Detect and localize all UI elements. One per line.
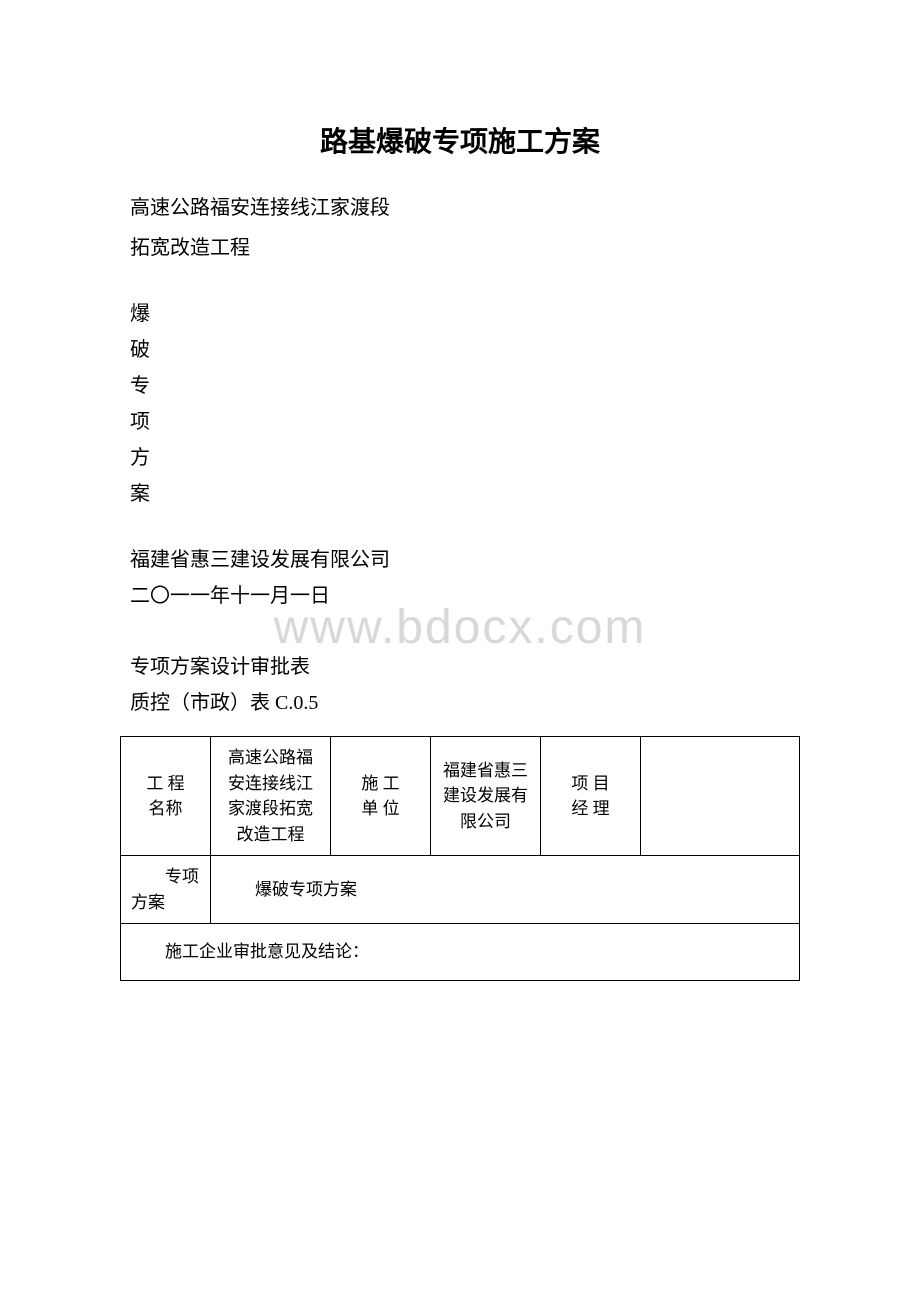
- subtitle-line-1: 高速公路福安连接线江家渡段: [120, 190, 800, 226]
- form-number: 质控（市政）表 C.0.5: [120, 685, 800, 721]
- document-content: 路基爆破专项施工方案 高速公路福安连接线江家渡段 拓宽改造工程 爆 破 专 项 …: [120, 120, 800, 981]
- vertical-char: 专: [120, 368, 800, 404]
- table-row: 施工企业审批意见及结论：: [121, 924, 800, 981]
- construction-unit-label: 施 工 单 位: [331, 737, 431, 856]
- subtitle-line-2: 拓宽改造工程: [120, 230, 800, 266]
- project-name-label: 工 程 名称: [121, 737, 211, 856]
- table-row: 专项方案 爆破专项方案: [121, 856, 800, 924]
- section-title: 专项方案设计审批表: [120, 649, 800, 685]
- project-manager-value: [641, 737, 800, 856]
- project-manager-label: 项 目 经 理: [541, 737, 641, 856]
- approval-table: 工 程 名称 高速公路福安连接线江家渡段拓宽改造工程 施 工 单 位 福建省惠三…: [120, 736, 800, 981]
- vertical-char: 爆: [120, 296, 800, 332]
- vertical-char: 破: [120, 332, 800, 368]
- vertical-char: 案: [120, 476, 800, 512]
- vertical-char: 方: [120, 440, 800, 476]
- vertical-title-section: 爆 破 专 项 方 案: [120, 296, 800, 512]
- table-row: 工 程 名称 高速公路福安连接线江家渡段拓宽改造工程 施 工 单 位 福建省惠三…: [121, 737, 800, 856]
- project-name-value: 高速公路福安连接线江家渡段拓宽改造工程: [211, 737, 331, 856]
- special-plan-label: 专项方案: [121, 856, 211, 924]
- special-plan-value: 爆破专项方案: [211, 856, 800, 924]
- page-title: 路基爆破专项施工方案: [120, 120, 800, 160]
- company-name: 福建省惠三建设发展有限公司: [120, 542, 800, 578]
- construction-unit-value: 福建省惠三建设发展有限公司: [431, 737, 541, 856]
- document-date: 二〇一一年十一月一日: [120, 578, 800, 614]
- approval-opinion: 施工企业审批意见及结论：: [121, 924, 800, 981]
- vertical-char: 项: [120, 404, 800, 440]
